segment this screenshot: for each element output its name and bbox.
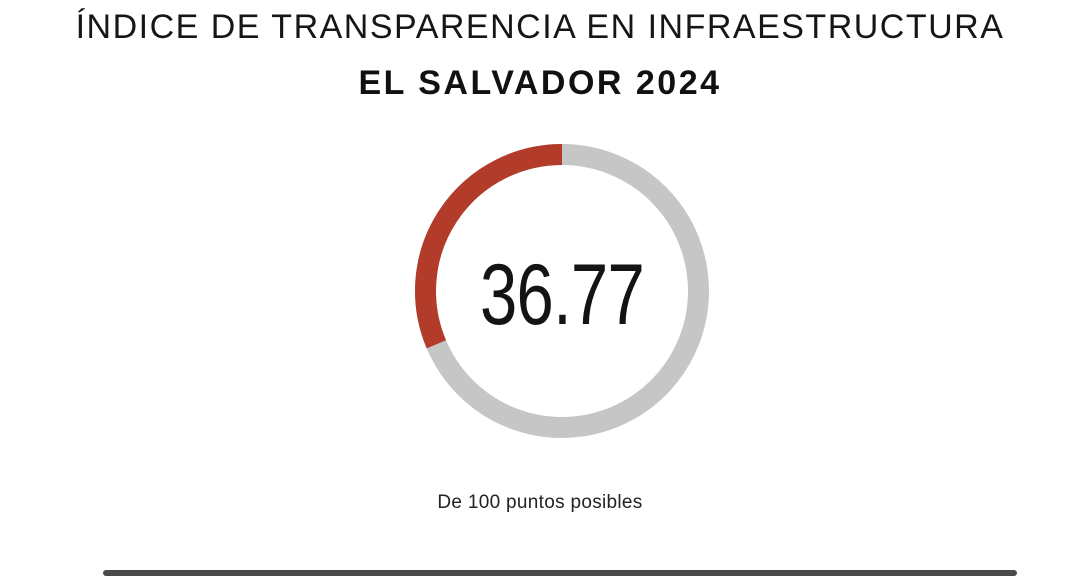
gauge-ring [415, 144, 709, 438]
transparency-gauge: 36.77 [402, 131, 722, 451]
gauge-value: 36.77 [480, 246, 645, 343]
page-title: ÍNDICE DE TRANSPARENCIA EN INFRAESTRUCTU… [75, 8, 1005, 46]
page-subtitle: EL SALVADOR 2024 [358, 64, 722, 102]
gauge-caption: De 100 puntos posibles [437, 492, 643, 513]
gauge-progress-arc [415, 144, 563, 349]
bottom-bar [103, 570, 1017, 576]
